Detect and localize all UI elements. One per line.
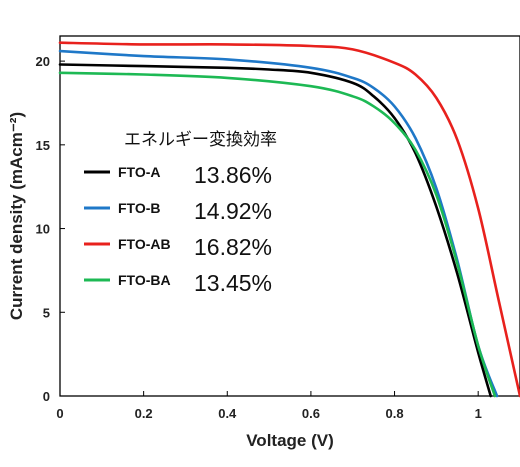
- legend: FTO-A 13.86% FTO-B 14.92% FTO-AB 16.82% FTO-BA…: [84, 162, 272, 296]
- y-tick-label: 15: [36, 138, 50, 153]
- x-tick-label: 0.8: [386, 406, 404, 421]
- series-line-fto-ba: [58, 71, 497, 398]
- y-tick-label: 10: [36, 222, 50, 237]
- x-tick-label: 0.6: [302, 406, 320, 421]
- legend-label-fto-a: FTO-A: [118, 164, 161, 180]
- x-tick-label: 0.4: [218, 406, 237, 421]
- legend-label-fto-b: FTO-B: [118, 200, 161, 216]
- x-tick-label: 0: [56, 406, 63, 421]
- series-line-fto-ab: [58, 41, 520, 398]
- legend-efficiency-fto-ba: 13.45%: [194, 270, 272, 296]
- legend-efficiency-fto-ab: 16.82%: [194, 234, 272, 260]
- legend-efficiency-fto-a: 13.86%: [194, 162, 272, 188]
- x-tick-label: 0.2: [135, 406, 153, 421]
- legend-label-fto-ba: FTO-BA: [118, 272, 171, 288]
- y-tick-label: 5: [43, 305, 50, 320]
- x-tick-label: 1: [475, 406, 482, 421]
- y-axis-title: Current density (mAcm⁻²): [7, 112, 26, 320]
- series-layer: [58, 41, 520, 398]
- legend-title: エネルギー変換効率: [124, 130, 277, 150]
- y-tick-label: 0: [43, 389, 50, 404]
- plot-frame: [59, 35, 520, 397]
- legend-label-fto-ab: FTO-AB: [118, 236, 171, 252]
- series-line-fto-b: [58, 49, 499, 398]
- x-axis-title: Voltage (V): [246, 431, 334, 450]
- y-tick-label: 20: [36, 54, 50, 69]
- series-line-fto-a: [58, 63, 492, 398]
- legend-efficiency-fto-b: 14.92%: [194, 198, 272, 224]
